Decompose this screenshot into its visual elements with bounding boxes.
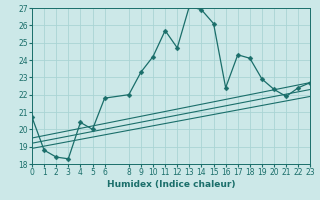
X-axis label: Humidex (Indice chaleur): Humidex (Indice chaleur) [107,180,236,189]
